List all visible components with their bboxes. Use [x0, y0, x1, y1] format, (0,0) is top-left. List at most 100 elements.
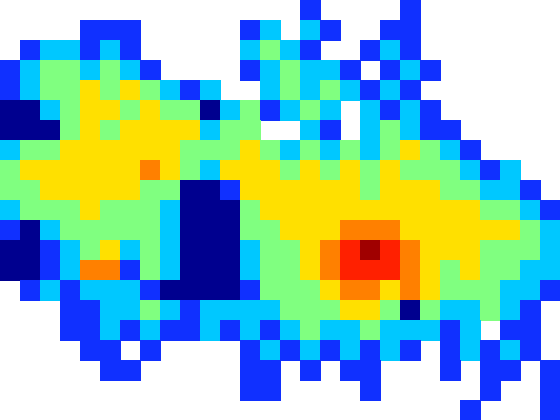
cell [380, 180, 401, 201]
cell [180, 140, 201, 161]
cell [240, 340, 261, 361]
cell [40, 120, 61, 141]
cell [380, 160, 401, 181]
cell [0, 80, 21, 101]
cell [260, 80, 281, 101]
cell [100, 200, 121, 221]
cell [340, 220, 361, 241]
cell [260, 380, 281, 401]
cell [420, 240, 441, 261]
cell [300, 140, 321, 161]
cell [40, 100, 61, 121]
cell [160, 320, 181, 341]
cell [180, 320, 201, 341]
cell [60, 200, 81, 221]
cell [40, 260, 61, 281]
cell [380, 80, 401, 101]
cell [260, 240, 281, 261]
cell [20, 100, 41, 121]
cell [120, 220, 141, 241]
cell [440, 120, 461, 141]
cell [320, 280, 341, 301]
cell [60, 60, 81, 81]
cell [500, 160, 521, 181]
cell [460, 220, 481, 241]
cell [420, 200, 441, 221]
cell [80, 280, 101, 301]
cell [400, 40, 421, 61]
cell [300, 220, 321, 241]
cell [540, 380, 560, 401]
cell [100, 20, 121, 41]
cell [60, 160, 81, 181]
cell [360, 180, 381, 201]
cell [500, 340, 521, 361]
cell [320, 120, 341, 141]
cell [40, 200, 61, 221]
cell [240, 20, 261, 41]
cell [520, 320, 541, 341]
cell [260, 180, 281, 201]
cell [380, 240, 401, 261]
cell [400, 240, 421, 261]
cell [480, 220, 501, 241]
cell [360, 300, 381, 321]
cell [20, 180, 41, 201]
cell [200, 80, 221, 101]
cell [100, 140, 121, 161]
cell [400, 20, 421, 41]
cell [120, 20, 141, 41]
cell [300, 300, 321, 321]
cell [100, 240, 121, 261]
cell [20, 120, 41, 141]
cell [460, 300, 481, 321]
cell [380, 140, 401, 161]
cell [280, 220, 301, 241]
cell [300, 200, 321, 221]
cell [340, 200, 361, 221]
cell [300, 40, 321, 61]
cell [100, 340, 121, 361]
cell [20, 220, 41, 241]
cell [380, 60, 401, 81]
cell [540, 200, 560, 221]
cell [20, 260, 41, 281]
cell [120, 360, 141, 381]
cell [80, 100, 101, 121]
cell [500, 240, 521, 261]
cell [220, 180, 241, 201]
cell [340, 240, 361, 261]
cell [300, 280, 321, 301]
cell [120, 260, 141, 281]
cell [320, 60, 341, 81]
cell [260, 220, 281, 241]
cell [380, 220, 401, 241]
cell [80, 220, 101, 241]
cell [480, 300, 501, 321]
cell [100, 360, 121, 381]
cell [80, 300, 101, 321]
cell [500, 200, 521, 221]
cell [80, 40, 101, 61]
cell [520, 300, 541, 321]
cell [80, 340, 101, 361]
cell [160, 300, 181, 321]
cell [300, 160, 321, 181]
cell [360, 360, 381, 381]
cell [420, 180, 441, 201]
cell [320, 320, 341, 341]
cell [220, 280, 241, 301]
cell [260, 100, 281, 121]
cell [260, 340, 281, 361]
cell [360, 380, 381, 401]
cell [400, 80, 421, 101]
cell [80, 240, 101, 261]
cell [400, 260, 421, 281]
cell [120, 120, 141, 141]
cell [360, 240, 381, 261]
cell [200, 260, 221, 281]
cell [120, 280, 141, 301]
cell [380, 280, 401, 301]
cell [180, 80, 201, 101]
cell [140, 240, 161, 261]
